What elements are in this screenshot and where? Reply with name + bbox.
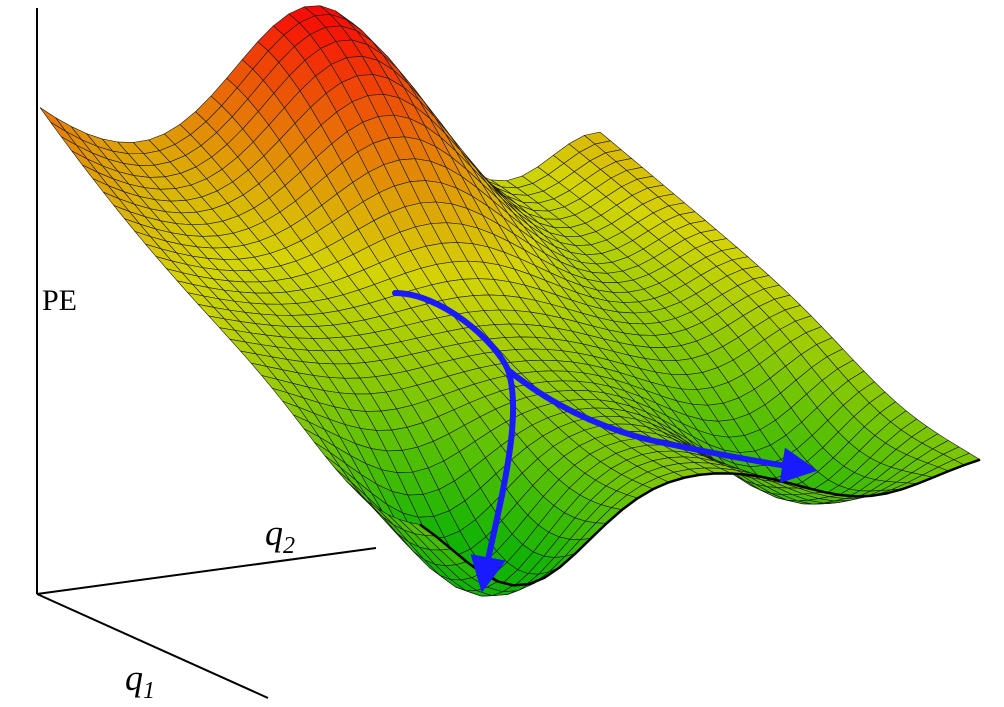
path-arrow xyxy=(505,367,818,484)
q1-base: q xyxy=(125,658,143,698)
q2-label: q2 xyxy=(265,513,295,559)
q1-label: q1 xyxy=(125,658,155,704)
q2-sub: 2 xyxy=(283,533,295,559)
pe-label: PE xyxy=(42,284,77,317)
q1-sub: 1 xyxy=(143,678,155,704)
reaction-paths xyxy=(392,290,818,593)
q2-axis xyxy=(36,547,377,595)
q1-axis xyxy=(36,593,269,699)
surface-cell xyxy=(39,107,67,132)
potential-surface xyxy=(39,5,981,597)
surface-edge xyxy=(419,458,981,587)
axes xyxy=(36,8,377,699)
q2-base: q xyxy=(265,513,283,553)
